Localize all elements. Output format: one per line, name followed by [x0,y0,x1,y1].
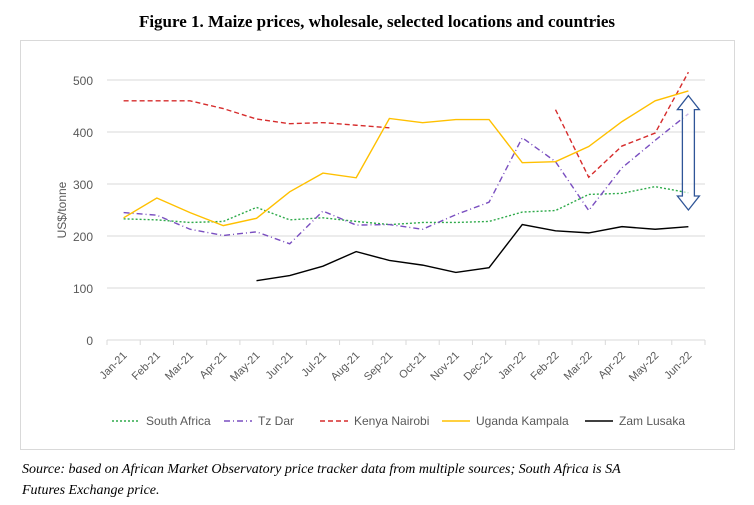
x-tick-label: May-21 [228,350,262,384]
x-tick-label: Mar-22 [562,350,595,383]
legend-label: Zam Lusaka [619,414,685,428]
series-line-tz-dar [123,113,689,245]
x-tick-label: May-22 [627,350,661,384]
series-line-uganda-kampala [123,90,689,227]
y-tick-label: 200 [73,230,93,244]
y-tick-label: 300 [73,178,93,192]
x-tick-label: Apr-21 [198,350,230,382]
caption-line-2: Futures Exchange price. [22,483,160,498]
y-tick-label: 500 [73,74,93,88]
x-tick-label: Oct-21 [397,350,429,382]
series-line-zam-lusaka [256,223,689,282]
y-tick-label: 100 [73,282,93,296]
series-line-kenya-nairobi [554,71,690,179]
y-axis-label: US$/tonne [55,181,69,238]
legend-label: Uganda Kampala [476,414,569,428]
legend-label: Tz Dar [258,414,294,428]
chart-frame [20,40,735,450]
chart-title: Figure 1. Maize prices, wholesale, selec… [138,12,616,31]
x-tick-label: Jun-21 [264,350,296,382]
caption-line-1: Source: based on African Market Observat… [22,462,621,477]
legend-label: South Africa [146,414,211,428]
double-arrow-annotation [676,94,701,212]
x-tick-label: Jan-21 [97,350,129,382]
x-tick-label: Jan-22 [496,350,528,382]
x-tick-label: Apr-22 [596,350,628,382]
y-tick-label: 400 [73,126,93,140]
series-line-south-africa [123,185,689,226]
series-line-kenya-nairobi [123,100,390,129]
x-tick-label: Jun-22 [662,350,694,382]
x-tick-label: Mar-21 [163,350,196,383]
x-tick-label: Jul-21 [299,350,329,380]
x-tick-label: Aug-21 [329,350,363,384]
legend-label: Kenya Nairobi [354,414,429,428]
x-tick-label: Dec-21 [462,350,496,384]
y-tick-label: 0 [86,334,93,348]
x-tick-label: Feb-22 [528,350,561,383]
x-tick-label: Nov-21 [428,350,462,384]
x-tick-label: Feb-21 [130,350,163,383]
x-tick-label: Sep-21 [362,350,396,384]
